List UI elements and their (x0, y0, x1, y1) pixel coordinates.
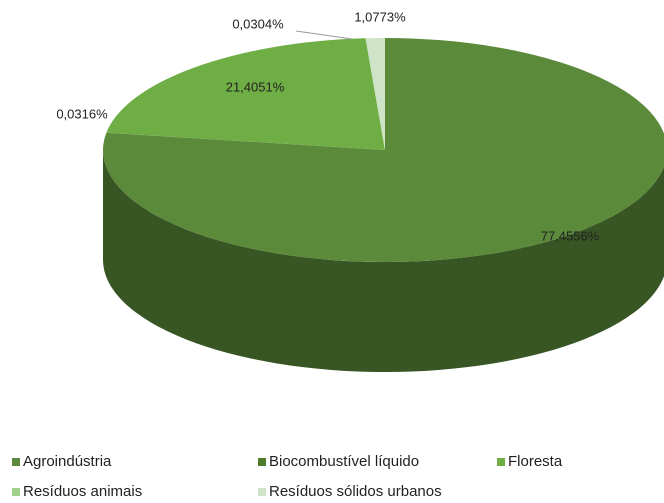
data-label: 77,4556% (541, 228, 600, 243)
data-label: 0,0304% (232, 16, 284, 31)
legend-label: Resíduos animais (23, 483, 142, 500)
leader-line (295, 30, 353, 40)
slice (365, 38, 385, 150)
legend-swatch (258, 488, 266, 496)
slice (103, 38, 664, 262)
legend-swatch (12, 458, 20, 466)
legend-swatch (12, 488, 20, 496)
slice (106, 38, 386, 150)
slice (365, 38, 385, 150)
legend-label: Agroindústria (23, 453, 112, 470)
legend-label: Biocombustível líquido (269, 453, 419, 470)
data-label: 1,0773% (354, 9, 406, 24)
legend-label: Floresta (508, 453, 563, 470)
legend-label: Resíduos sólidos urbanos (269, 483, 442, 500)
data-label: 21,4051% (226, 79, 285, 94)
slice (106, 132, 385, 150)
legend-swatch (497, 458, 505, 466)
legend-swatch (258, 458, 266, 466)
slice-side (103, 150, 664, 372)
data-label: 0,0316% (56, 106, 108, 121)
